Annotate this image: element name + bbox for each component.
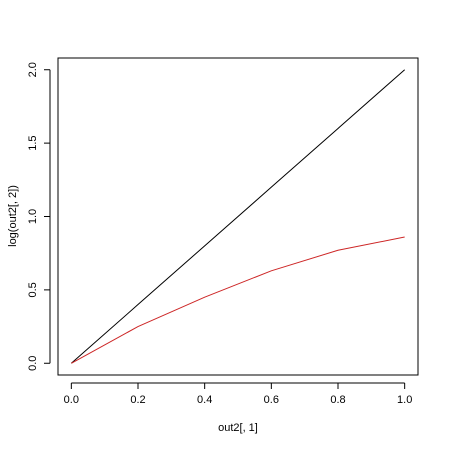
x-tick-label: 0.6: [264, 394, 279, 406]
x-tick-label: 0.0: [64, 394, 79, 406]
series-line: [71, 236, 405, 364]
x-axis-label: out2[, 1]: [218, 422, 258, 434]
y-tick-label: 1.0: [27, 209, 39, 224]
x-tick-label: 0.2: [130, 394, 145, 406]
y-axis-label: log(out2[, 2]): [7, 185, 19, 247]
plot-box: [57, 57, 419, 376]
y-tick-label: 1.5: [27, 135, 39, 150]
y-tick-label: 2.0: [27, 62, 39, 77]
series-line: [71, 69, 405, 364]
y-tick-label: 0.0: [27, 356, 39, 371]
x-tick-label: 0.8: [330, 394, 345, 406]
x-tick-label: 1.0: [397, 394, 412, 406]
x-tick-label: 0.4: [197, 394, 212, 406]
y-tick-label: 0.5: [27, 282, 39, 297]
